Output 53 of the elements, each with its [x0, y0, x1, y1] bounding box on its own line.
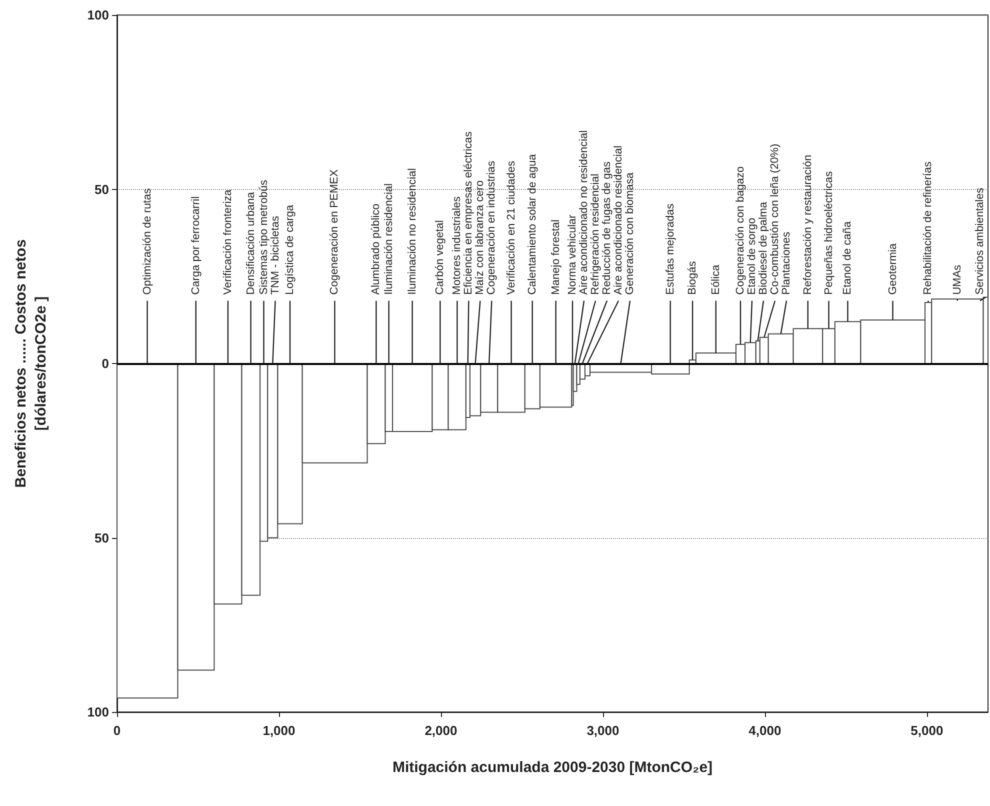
annotation: Iluminación no residencial: [406, 168, 418, 295]
y-tick-label: 100: [87, 704, 109, 720]
x-tick-label: 4,000: [748, 723, 782, 738]
annotation: TNM - bicicletas: [269, 215, 282, 295]
annotation: Eficiencia en empresas eléctricas: [462, 131, 475, 295]
annotation: Cogeneración con bagazo: [734, 166, 746, 295]
y-axis-title: Beneficios netos ...... Costos netos [dólares/tonCO2e ]: [12, 239, 50, 488]
annotation: Motores industriales: [451, 196, 464, 295]
y-tick-label: 100: [87, 8, 109, 22]
x-tick-label: 5,000: [910, 723, 944, 738]
x-tick-label: 0: [113, 723, 121, 738]
annotation: Refrigeración residencial: [590, 174, 602, 295]
annotation: Aire acondicionado no residencial: [578, 130, 590, 295]
annotation: Carbón vegetal: [434, 220, 446, 295]
annotation: Co-combustión con leña (20%): [768, 144, 781, 295]
x-tick-label: 3,000: [586, 723, 620, 738]
annotation: Manejo forestal: [550, 220, 562, 295]
annotation: Cogeneración en PEMEX: [328, 168, 341, 295]
x-axis-title: Mitigación acumulada 2009-2030 [MtonCO₂e]: [392, 759, 713, 776]
annotation: Carga por ferrocarril: [190, 196, 202, 295]
y-tick-label: 0: [102, 356, 109, 371]
annotation: Densificación urbana: [244, 191, 257, 295]
annotation: Norma vehicular: [566, 214, 579, 295]
annotation: Maíz con labranza cero: [474, 180, 486, 295]
annotation: Reducción de fugas de gas: [601, 160, 614, 295]
annotation: Sistemas tipo metrobús: [258, 179, 270, 295]
annotation: Plantaciones: [780, 231, 792, 295]
annotation: Servicios ambientales: [974, 187, 986, 295]
annotation: UMAs: [951, 264, 964, 295]
annotation: Generación con biomasa: [624, 172, 636, 295]
annotation: Eólica: [710, 264, 722, 295]
annotation: Alumbrado público: [370, 204, 382, 295]
annotation: Estufas mejoradas: [664, 203, 676, 295]
y-tick-label: 50: [94, 182, 109, 197]
annotation: Optimización de rutas: [141, 188, 154, 295]
annotation: Verificación fronteriza: [222, 188, 234, 295]
annotation: Cogeneración en industrias: [486, 160, 498, 295]
annotation: Aire acondicionado residencial: [612, 146, 625, 295]
annotation: Rehabilitación de refinerías: [922, 160, 934, 295]
annotation: Etanol de caña: [842, 220, 854, 295]
x-tick-label: 2,000: [424, 723, 458, 738]
y-tick-label: 50: [94, 530, 109, 546]
annotation: Etanol de sorgo: [746, 218, 758, 295]
annotation: Iluminación residencial: [382, 183, 395, 295]
annotation: Biogás: [686, 260, 699, 295]
annotation: Reforestación y restauración: [802, 154, 814, 295]
annotation: Verificación en 21 ciudades: [505, 160, 518, 295]
x-tick-label: 1,000: [262, 723, 296, 738]
annotation: Calentamiento solar de agua: [526, 153, 538, 295]
annotation: Biodiesel de palma: [757, 200, 770, 295]
annotation: Logística de carga: [284, 204, 296, 295]
annotation: Pequeñas hidroeléctricas: [822, 170, 835, 295]
annotation: Geotermia: [886, 242, 899, 295]
